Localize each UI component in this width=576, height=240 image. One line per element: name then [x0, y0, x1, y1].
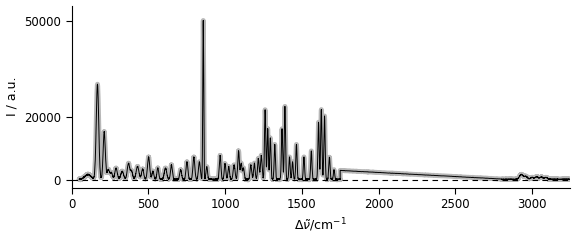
Y-axis label: I / a.u.: I / a.u. — [6, 77, 18, 116]
X-axis label: $\Delta\tilde{\nu}$/cm$^{-1}$: $\Delta\tilde{\nu}$/cm$^{-1}$ — [294, 217, 347, 234]
